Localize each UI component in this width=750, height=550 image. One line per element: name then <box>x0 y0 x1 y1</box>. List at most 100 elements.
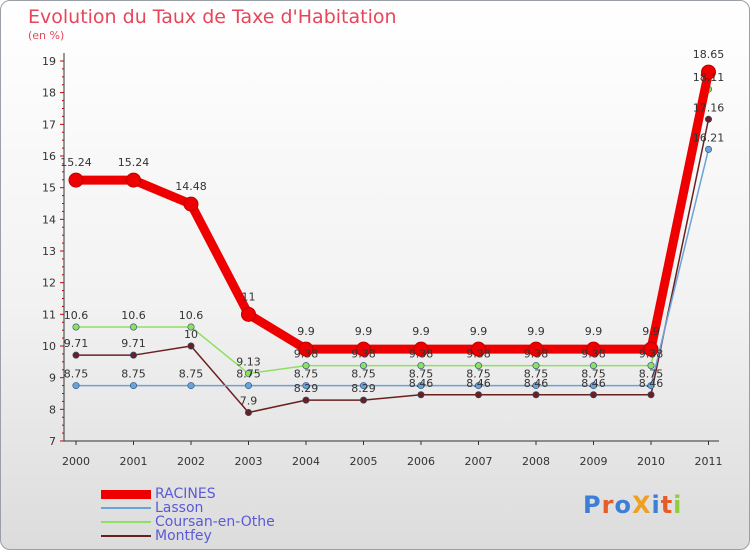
data-label: 8.75 <box>639 368 664 381</box>
x-tick-label: 2003 <box>235 455 263 468</box>
logo-letter: t <box>660 491 674 519</box>
data-label: 9.38 <box>466 348 491 361</box>
data-label: 8.75 <box>581 368 606 381</box>
data-point <box>187 342 195 350</box>
data-point <box>298 341 314 357</box>
data-label: 9.9 <box>585 325 603 338</box>
data-point <box>647 382 655 390</box>
legend-item: Lasson <box>101 501 275 515</box>
y-tick-label: 10 <box>42 340 56 353</box>
data-point <box>359 382 367 390</box>
data-label: 8.46 <box>581 377 606 390</box>
data-label: 9.38 <box>581 348 606 361</box>
y-tick-label: 9 <box>49 372 56 385</box>
data-point <box>586 341 601 357</box>
series-line-montfey <box>75 118 710 414</box>
legend-swatch <box>101 507 151 509</box>
data-label: 8.29 <box>351 382 376 395</box>
data-point <box>302 396 310 404</box>
data-label: 15.24 <box>118 156 150 169</box>
data-label: 8.29 <box>294 382 319 395</box>
x-tick-label: 2005 <box>350 455 378 468</box>
x-tick-label: 2001 <box>120 455 148 468</box>
y-tick-label: 19 <box>42 55 56 68</box>
data-point <box>245 370 253 378</box>
data-point <box>647 391 655 399</box>
data-point <box>183 196 199 212</box>
data-label: 9.13 <box>236 356 261 369</box>
legend-item: RACINES <box>101 487 275 501</box>
x-tick-label: 2011 <box>695 455 723 468</box>
data-point <box>359 362 367 370</box>
data-label: 16.21 <box>693 131 725 144</box>
logo-letter: i <box>673 491 683 519</box>
data-point <box>72 382 80 390</box>
data-label: 8.75 <box>294 368 319 381</box>
logo-letter: i <box>651 491 661 519</box>
data-point <box>647 362 655 370</box>
y-tick-label: 8 <box>49 403 56 416</box>
data-label: 8.75 <box>236 368 261 381</box>
data-point <box>187 382 195 390</box>
data-label: 9.71 <box>121 337 146 350</box>
data-point <box>417 391 425 399</box>
legend-swatch <box>101 521 151 523</box>
data-label: 9.9 <box>355 325 373 338</box>
x-tick-label: 2000 <box>62 455 90 468</box>
logo-letter: X <box>631 491 652 519</box>
y-tick-label: 14 <box>42 213 56 226</box>
data-label: 9.9 <box>642 325 660 338</box>
x-tick-label: 2007 <box>465 455 493 468</box>
data-point <box>72 323 80 331</box>
data-label: 8.75 <box>466 368 491 381</box>
legend-label: Lasson <box>155 500 204 516</box>
y-tick-label: 12 <box>42 277 56 290</box>
data-point <box>417 362 425 370</box>
y-tick-label: 18 <box>42 87 56 100</box>
data-point <box>474 362 482 370</box>
logo-letter: r <box>601 491 615 519</box>
data-label: 8.75 <box>351 368 376 381</box>
data-label: 8.46 <box>466 377 491 390</box>
data-point <box>704 145 712 153</box>
legend-swatch <box>101 489 151 499</box>
series-line-lasson <box>75 148 710 387</box>
data-label: 10.6 <box>64 309 89 322</box>
data-label: 10.6 <box>121 309 146 322</box>
data-point <box>241 306 256 322</box>
x-tick-label: 2009 <box>580 455 608 468</box>
data-label: 8.75 <box>179 368 204 381</box>
data-label: 15.24 <box>60 156 92 169</box>
data-point <box>704 115 712 123</box>
data-point <box>474 382 482 390</box>
x-tick-label: 2006 <box>407 455 435 468</box>
x-tick-label: 2004 <box>292 455 320 468</box>
data-point <box>356 341 371 357</box>
legend-item: Coursan-en-Othe <box>101 515 275 529</box>
unit-label: (en %) <box>28 29 65 42</box>
data-point <box>589 382 597 390</box>
data-label: 9.38 <box>639 348 664 361</box>
legend: RACINES Lasson Coursan-en-Othe Montfey <box>101 487 275 543</box>
data-label: 9.38 <box>524 348 549 361</box>
y-tick-label: 13 <box>42 245 56 258</box>
x-tick-label: 2010 <box>637 455 665 468</box>
logo-letter: o <box>614 491 632 519</box>
data-point <box>417 382 425 390</box>
data-point <box>532 362 540 370</box>
data-point <box>528 341 544 357</box>
data-label: 8.75 <box>409 368 434 381</box>
data-point <box>532 391 540 399</box>
y-tick-label: 15 <box>42 182 56 195</box>
y-tick-label: 7 <box>49 435 56 448</box>
data-point <box>471 341 486 357</box>
data-point <box>130 351 138 359</box>
data-label: 9.38 <box>409 348 434 361</box>
proxiti-logo: ProXiti <box>583 491 682 519</box>
data-point <box>589 391 597 399</box>
data-label: 9.71 <box>64 337 89 350</box>
data-label: 18.65 <box>693 48 725 61</box>
legend-label: RACINES <box>155 486 216 502</box>
data-label: 8.75 <box>64 368 89 381</box>
